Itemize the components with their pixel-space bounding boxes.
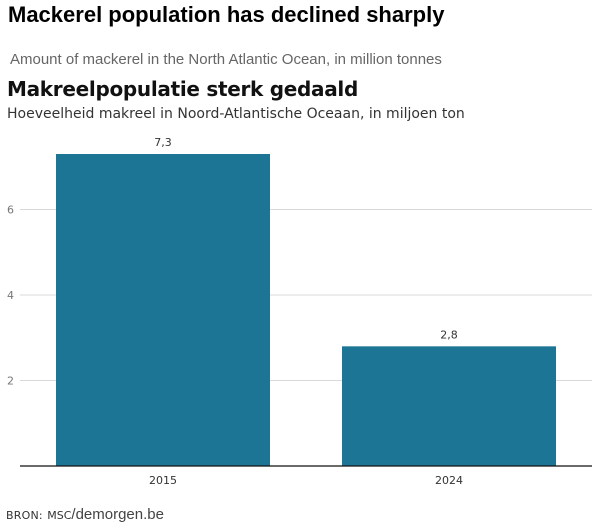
bar-2024: [342, 346, 556, 466]
source-line: BRON: MSC/demorgen.be: [6, 506, 164, 524]
source-label: BRON:: [6, 509, 43, 522]
bar-chart: 2 4 6 7,3 2015 2,8 2024: [7, 136, 592, 487]
bar-2015: [56, 154, 270, 466]
chart-subtitle: Hoeveelheid makreel in Noord-Atlantische…: [7, 106, 465, 122]
chart-title: Makreelpopulatie sterk gedaald: [7, 77, 358, 101]
x-tick-label-2015: 2015: [149, 474, 177, 487]
y-tick-label-2: 2: [7, 375, 14, 388]
y-tick-label-4: 4: [7, 289, 14, 302]
english-subtitle: Amount of mackerel in the North Atlantic…: [10, 51, 442, 68]
x-tick-label-2024: 2024: [435, 474, 463, 487]
english-title: Mackerel population has declined sharply: [8, 2, 445, 27]
site-link[interactable]: /demorgen.be: [71, 506, 164, 523]
data-label-2024: 2,8: [440, 328, 458, 341]
source-name: MSC: [47, 509, 72, 522]
data-label-2015: 7,3: [154, 136, 172, 149]
y-tick-label-6: 6: [7, 204, 14, 217]
